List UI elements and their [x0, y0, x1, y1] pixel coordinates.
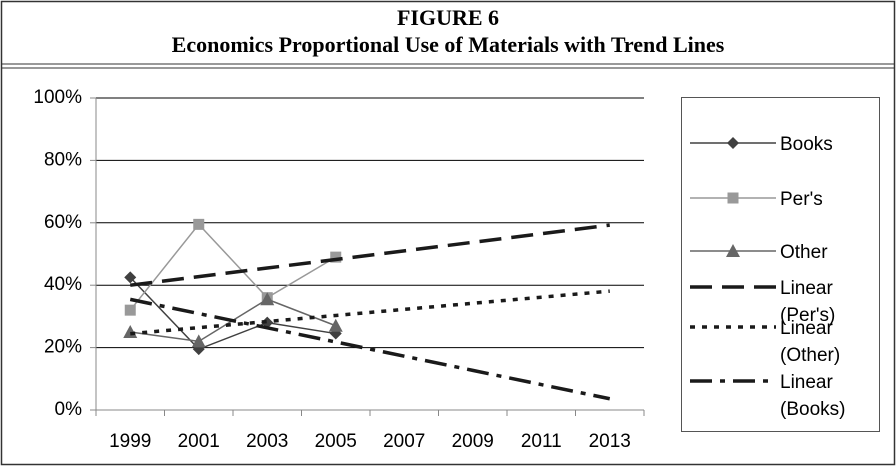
marker [124, 304, 136, 316]
legend-swatch [690, 325, 776, 329]
x-tick-label: 1999 [109, 431, 151, 452]
y-tick-label: 100% [33, 87, 82, 108]
chart-title: Economics Proportional Use of Materials … [172, 32, 725, 57]
legend-entry: Linear (Per's) [688, 275, 876, 329]
marker [330, 251, 342, 263]
x-tick-label: 2007 [383, 431, 425, 452]
legend-entry: Linear (Books) [688, 369, 876, 423]
figure-label: FIGURE 6 [397, 5, 499, 30]
marker [260, 292, 275, 306]
legend-entry: Linear (Other) [688, 315, 876, 369]
marker [193, 218, 205, 230]
series-line [130, 289, 610, 336]
x-tick-label: 2001 [178, 431, 220, 452]
marker [123, 325, 138, 338]
y-tick-label: 80% [44, 149, 82, 170]
marker [727, 192, 739, 204]
y-tick-label: 0% [55, 399, 83, 420]
series-line [130, 223, 610, 287]
marker [328, 318, 343, 332]
x-tick-label: 2003 [246, 431, 288, 452]
x-tick-label: 2009 [452, 431, 494, 452]
series-line [129, 276, 336, 351]
legend-entry: Books [688, 131, 876, 158]
marker [726, 244, 740, 257]
series-line [129, 223, 337, 311]
legend-swatch [690, 379, 776, 383]
legend-entry: Other [688, 239, 876, 266]
legend-entry: Per's [688, 186, 876, 213]
x-tick-label: 2011 [521, 431, 562, 452]
x-tick-label: 2005 [315, 431, 357, 452]
legend-label: Linear (Other) [780, 318, 841, 366]
marker [727, 137, 739, 149]
plot: 0% 20% 40% 60% 80% 100% 1999 2001 2003 2005 2007 20… [33, 87, 645, 452]
y-tick-label: 20% [44, 337, 82, 358]
legend-swatch [690, 244, 776, 257]
legend-swatch [690, 137, 776, 149]
y-tick-label: 40% [44, 274, 82, 295]
legend-label: Per's [780, 189, 823, 210]
legend-label: Linear (Books) [780, 372, 846, 420]
series-line [129, 297, 611, 401]
y-tick-label: 60% [44, 212, 82, 233]
x-tick-label: 2013 [589, 431, 631, 452]
marker [191, 334, 206, 348]
legend-label: Books [780, 134, 833, 155]
marker [124, 271, 137, 284]
legend-swatch [690, 285, 776, 289]
legend: Books Per's Other Linear (Per's) Linear (Oth… [681, 97, 880, 432]
legend-label: Linear (Per's) [780, 278, 836, 326]
legend-swatch [690, 192, 776, 204]
legend-label: Other [780, 242, 828, 263]
